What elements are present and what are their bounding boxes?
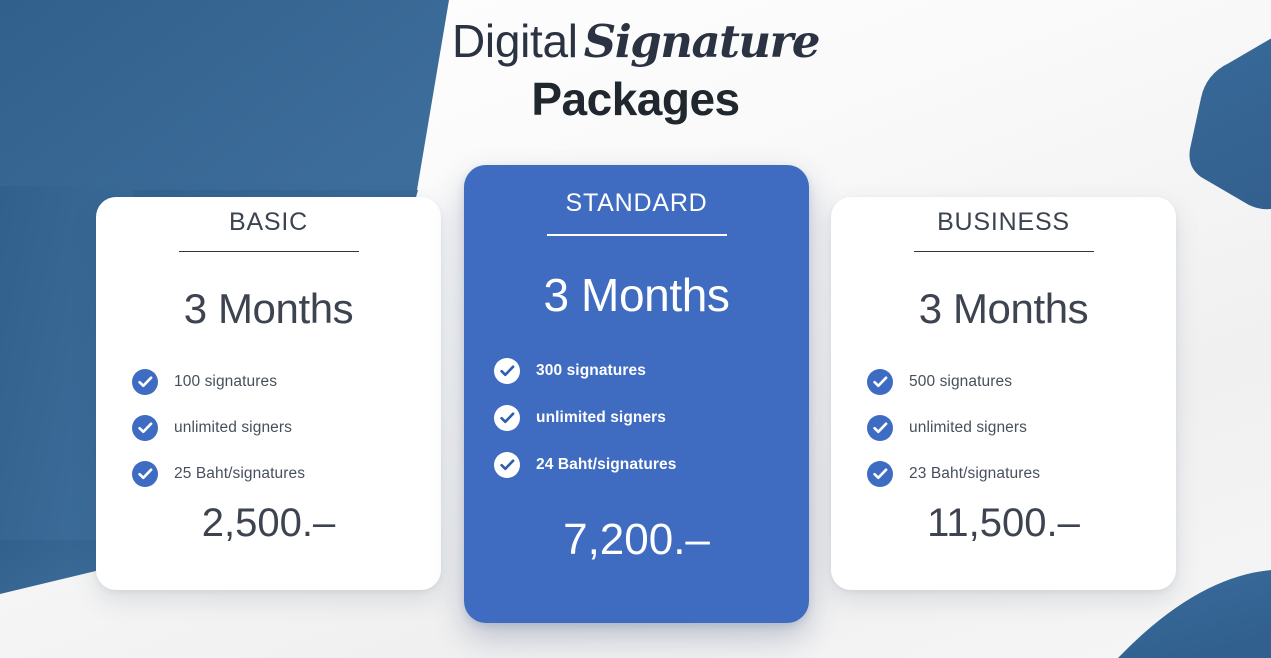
card-duration-label: 3 Months	[183, 285, 354, 332]
check-circle-icon	[132, 461, 158, 487]
title-text-digital: Digital	[451, 15, 578, 67]
card-price: 2,500.–	[201, 501, 336, 545]
feature-label: unlimited signers	[174, 419, 293, 436]
feature-label: 25 Baht/signatures	[174, 465, 306, 482]
feature-label: 100 signatures	[174, 373, 278, 390]
check-circle-icon	[867, 415, 893, 441]
feature-item: unlimited signers	[867, 415, 1176, 441]
pricing-card-standard[interactable]: STANDARD 3 Months 300 signatures unlimit…	[464, 165, 809, 623]
check-circle-icon	[867, 369, 893, 395]
check-circle-icon	[494, 357, 520, 384]
check-circle-icon	[494, 404, 520, 431]
feature-list: 300 signatures unlimited signers 24 Baht…	[464, 357, 809, 478]
card-divider	[178, 251, 359, 252]
card-duration-label: 3 Months	[543, 268, 730, 321]
feature-label: 300 signatures	[536, 361, 646, 379]
card-tier-label: STANDARD	[565, 189, 708, 217]
feature-item: 23 Baht/signatures	[867, 461, 1176, 487]
check-circle-icon	[494, 451, 520, 478]
card-divider	[913, 251, 1094, 252]
feature-list: 500 signatures unlimited signers 23 Baht…	[831, 369, 1176, 487]
feature-item: 300 signatures	[494, 357, 809, 384]
title-text-packages: Packages	[531, 73, 740, 125]
feature-item: 25 Baht/signatures	[132, 461, 441, 487]
feature-label: 24 Baht/signatures	[536, 455, 677, 473]
card-tier-label: BASIC	[228, 208, 309, 236]
feature-label: 500 signatures	[909, 373, 1013, 390]
pricing-card-basic[interactable]: BASIC 3 Months 100 signatures unlimited …	[96, 197, 441, 590]
card-divider	[546, 234, 727, 236]
card-tier-label: BUSINESS	[937, 208, 1070, 236]
feature-item: unlimited signers	[132, 415, 441, 441]
card-duration-label: 3 Months	[918, 285, 1089, 332]
check-circle-icon	[132, 369, 158, 395]
feature-label: 23 Baht/signatures	[909, 465, 1041, 482]
pricing-card-business[interactable]: BUSINESS 3 Months 500 signatures unlimit…	[831, 197, 1176, 590]
check-circle-icon	[132, 415, 158, 441]
card-price: 7,200.–	[563, 515, 710, 564]
feature-item: 100 signatures	[132, 369, 441, 395]
feature-item: 24 Baht/signatures	[494, 451, 809, 478]
feature-label: unlimited signers	[909, 419, 1028, 436]
title-line-one: Digital Signature	[0, 12, 1271, 71]
page-title: Digital Signature Packages	[0, 12, 1271, 127]
title-text-signature: Signature	[583, 15, 821, 68]
feature-item: unlimited signers	[494, 404, 809, 431]
check-circle-icon	[867, 461, 893, 487]
feature-label: unlimited signers	[536, 408, 667, 426]
feature-list: 100 signatures unlimited signers 25 Baht…	[96, 369, 441, 487]
feature-item: 500 signatures	[867, 369, 1176, 395]
card-price: 11,500.–	[927, 501, 1080, 545]
